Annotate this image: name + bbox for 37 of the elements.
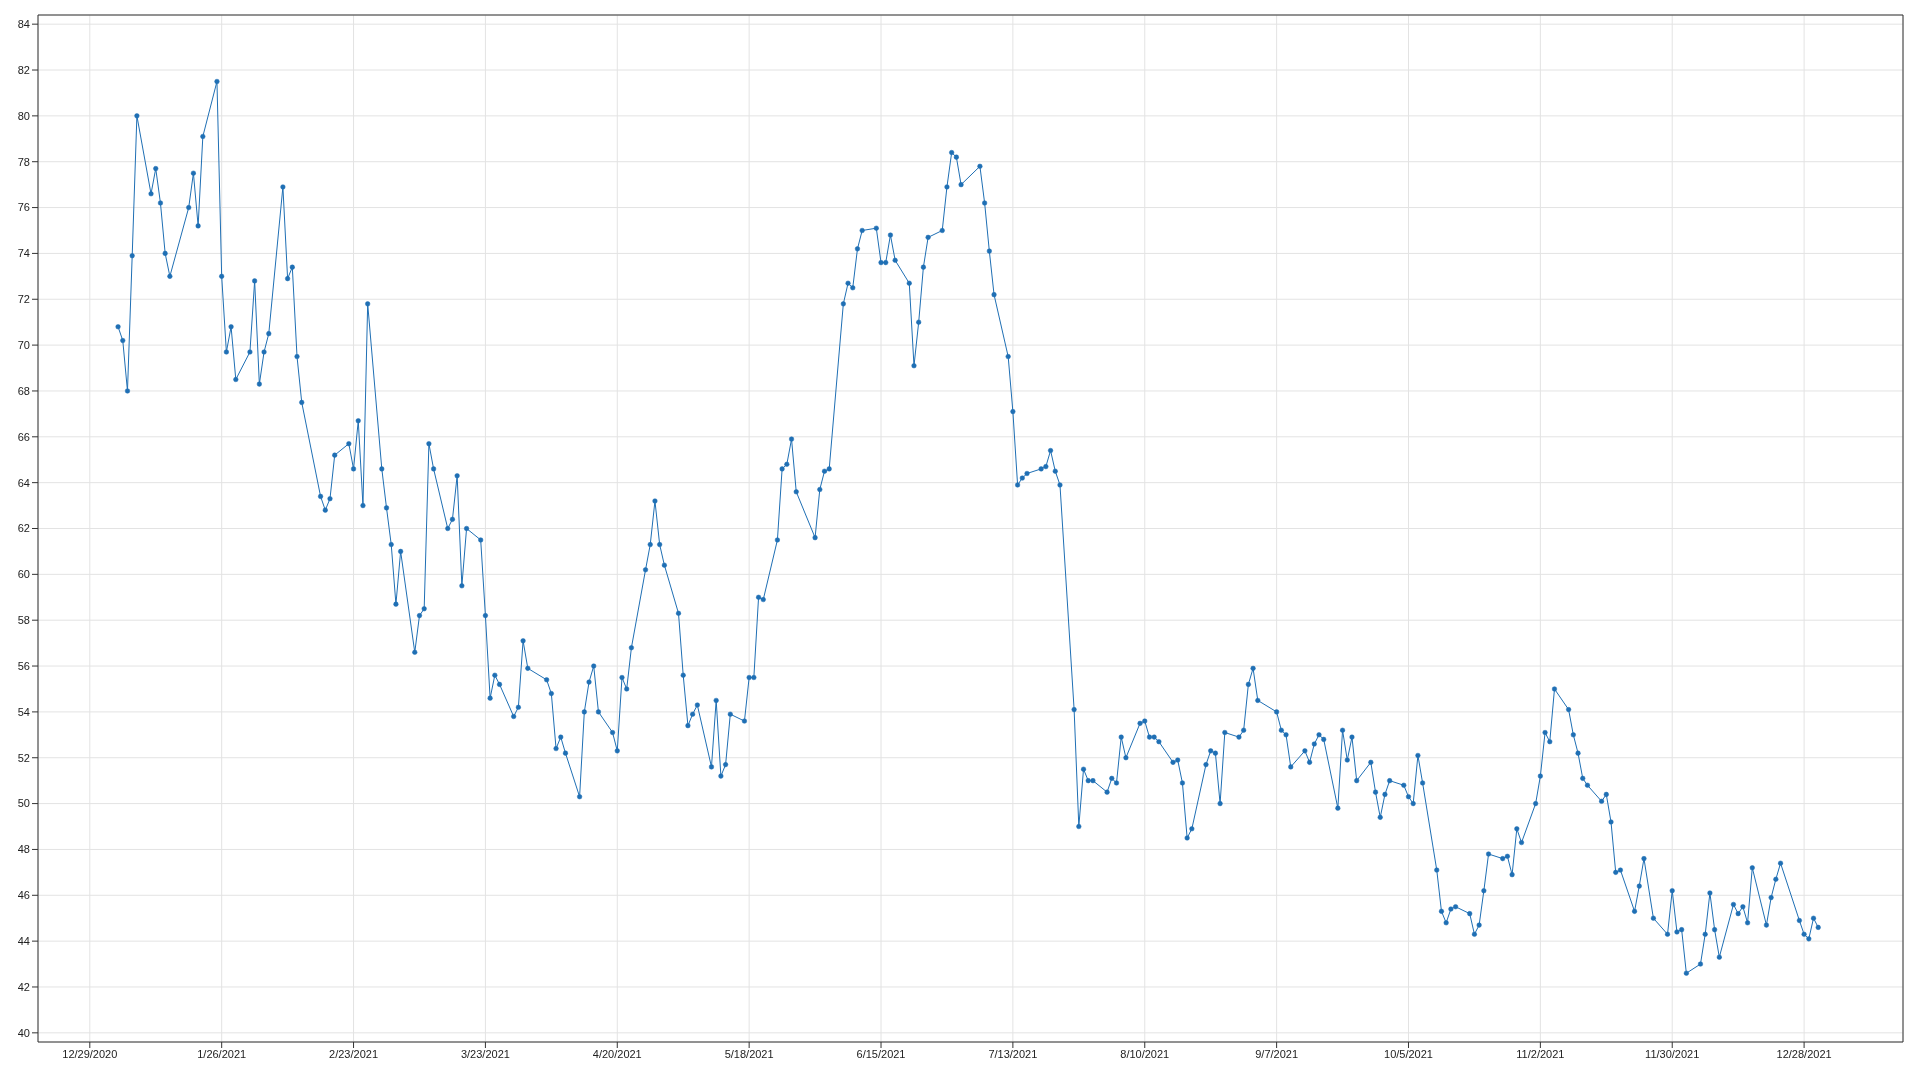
y-tick-label: 60 [17, 568, 30, 581]
x-tick-label: 1/26/2021 [197, 1047, 247, 1060]
x-tick-label: 9/7/2021 [1255, 1047, 1299, 1060]
x-tick-label: 6/15/2021 [856, 1047, 906, 1060]
x-tick-label: 5/18/2021 [724, 1047, 774, 1060]
y-tick-label: 62 [17, 522, 30, 535]
x-tick-label: 4/20/2021 [592, 1047, 642, 1060]
x-tick-label: 10/5/2021 [1384, 1047, 1433, 1060]
x-tick-label: 12/29/2020 [62, 1047, 118, 1060]
y-tick-label: 48 [17, 843, 30, 856]
y-tick-label: 58 [17, 614, 30, 627]
y-tick-label: 72 [17, 293, 30, 306]
y-tick-label: 78 [17, 155, 30, 168]
y-tick-label: 44 [17, 935, 30, 948]
x-tick-label: 12/28/2021 [1776, 1047, 1832, 1060]
y-tick-label: 64 [17, 476, 30, 489]
x-tick-label: 2/23/2021 [329, 1047, 379, 1060]
x-tick-label: 7/13/2021 [988, 1047, 1038, 1060]
x-tick-label: 11/2/2021 [1516, 1047, 1565, 1060]
y-tick-label: 50 [17, 797, 30, 810]
x-tick-label: 8/10/2021 [1120, 1047, 1170, 1060]
y-tick-label: 68 [17, 384, 30, 397]
y-tick-label: 52 [17, 751, 30, 764]
y-tick-label: 84 [17, 18, 30, 31]
y-tick-label: 54 [17, 705, 30, 718]
y-tick-label: 70 [17, 339, 30, 352]
y-tick-label: 76 [17, 201, 30, 214]
x-tick-label: 11/30/2021 [1645, 1047, 1700, 1060]
y-tick-label: 46 [17, 889, 30, 902]
y-tick-label: 80 [17, 109, 30, 122]
y-tick-label: 56 [17, 659, 30, 672]
y-tick-label: 42 [17, 980, 30, 993]
y-tick-label: 66 [17, 430, 30, 443]
y-tick-label: 74 [17, 247, 30, 260]
x-tick-label: 3/23/2021 [460, 1047, 510, 1060]
y-tick-label: 40 [17, 1026, 30, 1039]
y-tick-label: 82 [17, 63, 30, 76]
